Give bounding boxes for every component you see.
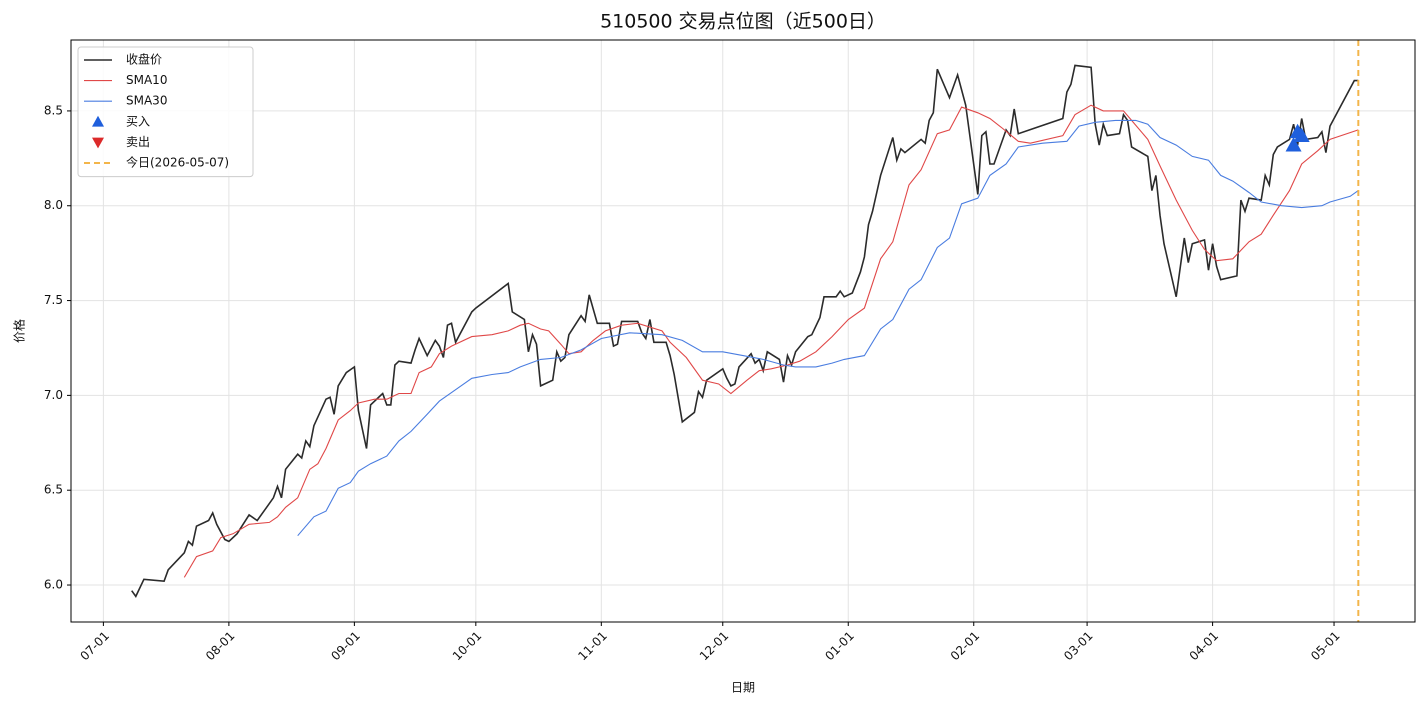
legend-label: 收盘价: [126, 52, 162, 67]
legend-swatch: [92, 115, 104, 127]
legend-swatch: [92, 137, 104, 149]
x-axis-label: 日期: [731, 681, 755, 695]
legend-label: 买入: [126, 114, 150, 128]
buy-marker: [1285, 137, 1302, 152]
legend-label: 今日(2026-05-07): [126, 155, 229, 170]
y-tick-label: 6.0: [44, 578, 63, 592]
y-tick-label: 7.0: [44, 388, 63, 402]
y-axis-label: 价格: [12, 319, 27, 343]
plot: [131, 40, 1360, 622]
y-tick-label: 8.0: [44, 198, 63, 212]
y-tick-label: 7.5: [44, 293, 63, 307]
legend-label: SMA30: [126, 94, 167, 108]
price-line: [297, 119, 1359, 537]
price-line: [183, 104, 1359, 578]
legend-label: SMA10: [126, 73, 167, 87]
legend-label: 卖出: [126, 135, 150, 149]
legend-box: [77, 46, 254, 178]
chart-title: 510500 交易点位图（近500日）: [600, 11, 886, 33]
plot-frame: [70, 39, 1416, 623]
price-line: [131, 64, 1359, 598]
y-tick-label: 8.5: [44, 103, 63, 117]
y-tick-label: 6.5: [44, 483, 63, 497]
buy-marker: [1293, 127, 1310, 142]
